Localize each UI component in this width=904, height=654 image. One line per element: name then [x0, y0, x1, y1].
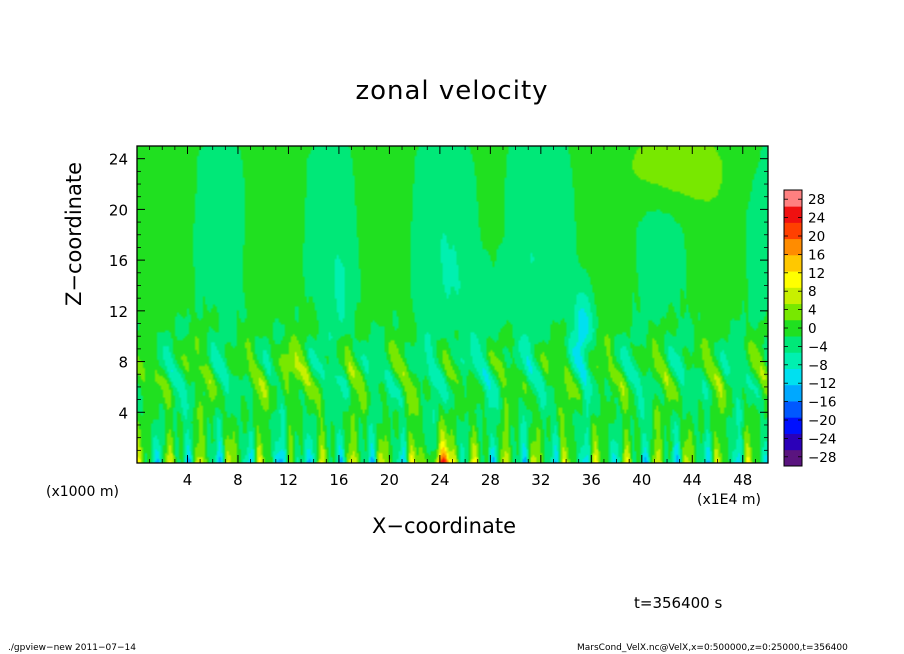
- x-tick-label: 40: [632, 471, 651, 489]
- colorbar-segment: [784, 190, 802, 207]
- y-tick-label: 20: [109, 201, 128, 219]
- colorbar-segment: [784, 384, 802, 402]
- colorbar-label: −28: [808, 450, 837, 466]
- heatmap-field: [137, 146, 768, 463]
- colorbar-segment: [784, 319, 802, 337]
- colorbar-segment: [784, 206, 802, 223]
- colorbar-label: 4: [808, 303, 817, 319]
- colorbar-label: −16: [808, 395, 837, 411]
- x-tick-label: 4: [183, 471, 193, 489]
- x-tick-label: 20: [380, 471, 399, 489]
- x-unit-label: (x1000 m): [46, 484, 119, 500]
- colorbar-label: 8: [808, 284, 817, 300]
- colorbar-label: 28: [808, 192, 825, 208]
- colorbar-label: −24: [808, 431, 837, 447]
- colorbar-label: −4: [808, 339, 828, 355]
- colorbar-segment: [784, 222, 802, 240]
- colorbar-segment: [784, 254, 802, 272]
- footer-left-text: ./gpview−new 2011−07−14: [8, 643, 136, 653]
- colorbar-segment: [784, 271, 802, 288]
- y-unit-label: (x1E4 m): [697, 492, 761, 508]
- x-tick-label: 16: [329, 471, 348, 489]
- colorbar-label: 16: [808, 247, 825, 263]
- footer-right-text: MarsCond_VelX.nc@VelX,x=0:500000,z=0:250…: [577, 643, 848, 653]
- chart-title: zonal velocity: [355, 76, 549, 106]
- colorbar-segment: [784, 352, 802, 369]
- time-label: t=356400 s: [634, 594, 723, 612]
- colorbar-segment: [784, 287, 802, 305]
- y-tick-label: 4: [118, 404, 128, 422]
- y-tick-label: 12: [109, 303, 128, 321]
- colorbar-label: 20: [808, 229, 825, 245]
- colorbar-segment: [784, 336, 802, 353]
- colorbar-label: −20: [808, 413, 837, 429]
- colorbar-label: 24: [808, 211, 825, 227]
- colorbar-label: −12: [808, 376, 837, 392]
- y-axis-label: Z−coordinate: [62, 162, 86, 306]
- x-tick-label: 24: [430, 471, 449, 489]
- x-tick-label: 44: [683, 471, 702, 489]
- x-tick-label: 32: [531, 471, 550, 489]
- colorbar-segment: [784, 303, 802, 321]
- x-tick-label: 48: [733, 471, 752, 489]
- colorbar-segment: [784, 449, 802, 467]
- colorbar-segment: [784, 401, 802, 418]
- colorbar-segment: [784, 238, 802, 256]
- colorbar: 28 24 20 16 12 8 4 0 −4 −8 −12 −16 −20 −24 −28: [783, 189, 837, 467]
- colorbar-label: 12: [808, 266, 825, 282]
- x-tick-label: 8: [233, 471, 243, 489]
- colorbar-segment: [784, 368, 802, 386]
- x-tick-label: 12: [279, 471, 298, 489]
- x-tick-label: 28: [481, 471, 500, 489]
- x-tick-label: 36: [582, 471, 601, 489]
- y-tick-label: 24: [109, 151, 128, 169]
- colorbar-label: −8: [808, 358, 828, 374]
- colorbar-segment: [784, 417, 802, 434]
- y-tick-label: 8: [118, 354, 128, 372]
- colorbar-label: 0: [808, 321, 817, 337]
- y-tick-label: 16: [109, 252, 128, 270]
- colorbar-segment: [784, 433, 802, 451]
- x-axis-label: X−coordinate: [372, 514, 516, 538]
